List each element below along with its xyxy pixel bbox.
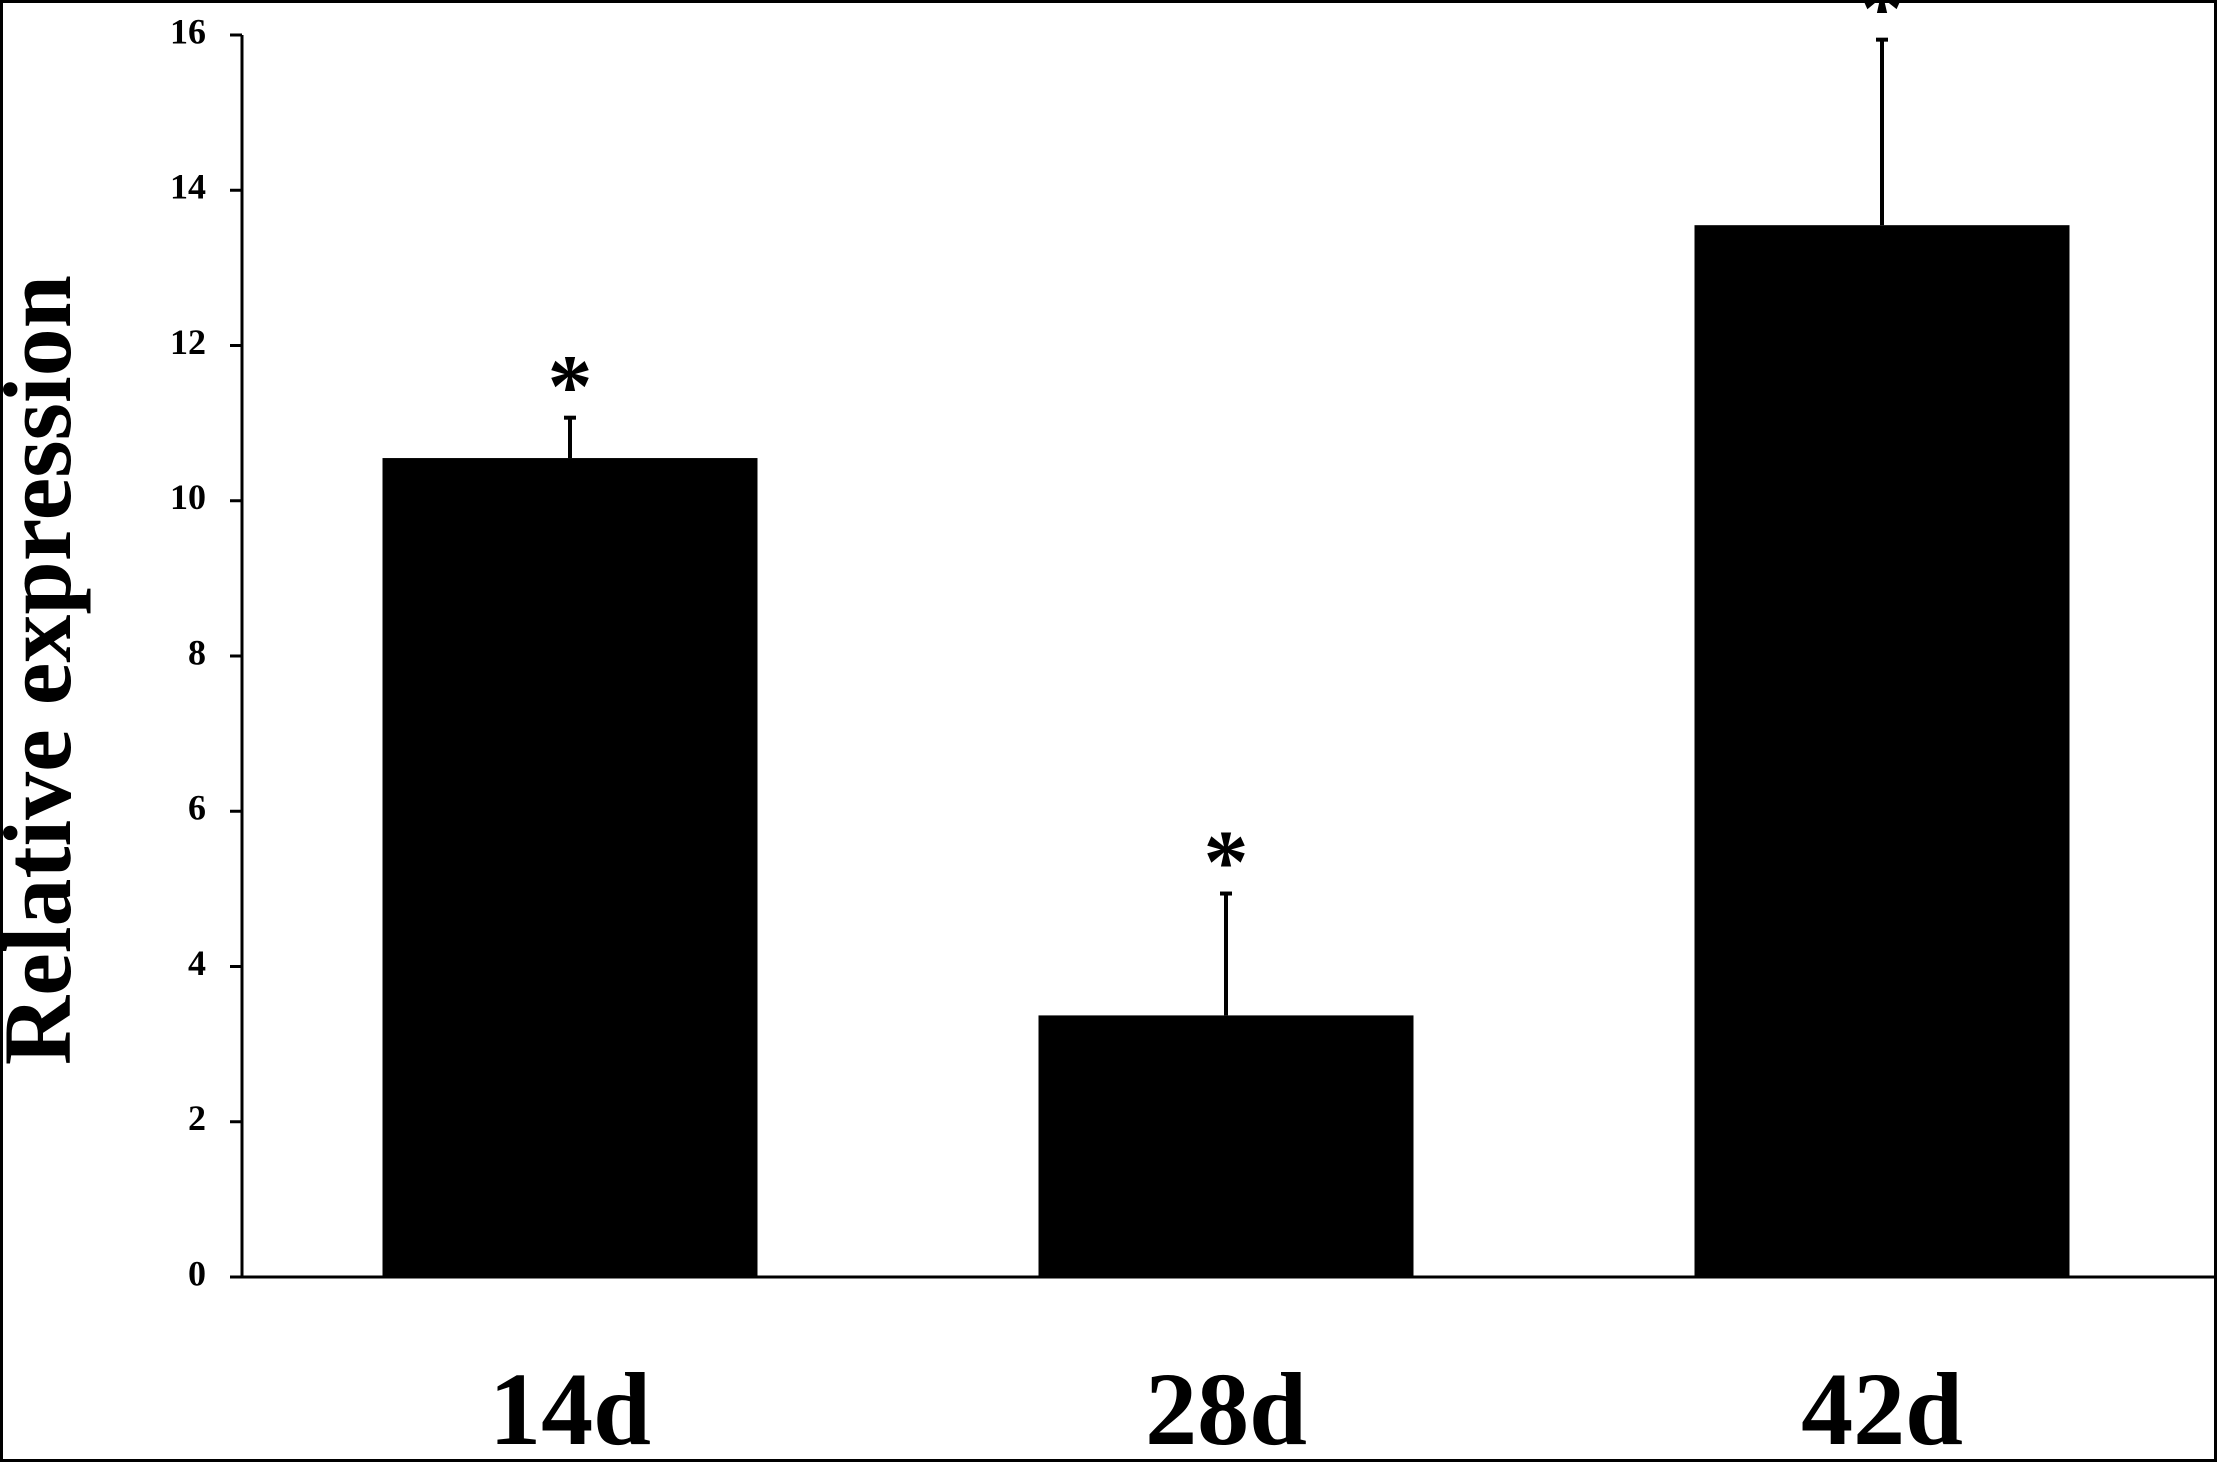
bar	[382, 458, 758, 1277]
x-tick-label: 14d	[489, 1352, 651, 1462]
y-tick-label: 10	[170, 477, 206, 517]
y-tick-label: 14	[170, 167, 206, 207]
y-tick-label: 12	[170, 322, 206, 362]
bar	[1694, 225, 2070, 1277]
x-tick-label: 28d	[1145, 1352, 1307, 1462]
y-tick-label: 6	[188, 788, 206, 828]
y-tick-label: 4	[188, 943, 206, 983]
y-tick-label: 16	[170, 11, 206, 51]
y-tick-label: 2	[188, 1098, 206, 1138]
significance-mark: *	[1860, 0, 1905, 58]
y-tick-label: 8	[188, 632, 206, 672]
bar	[1038, 1015, 1414, 1277]
significance-mark: *	[1204, 813, 1249, 912]
y-tick-label: 0	[188, 1253, 206, 1293]
y-axis-label: Relative expression	[0, 275, 91, 1065]
significance-mark: *	[548, 337, 593, 436]
x-tick-label: 42d	[1801, 1352, 1963, 1462]
